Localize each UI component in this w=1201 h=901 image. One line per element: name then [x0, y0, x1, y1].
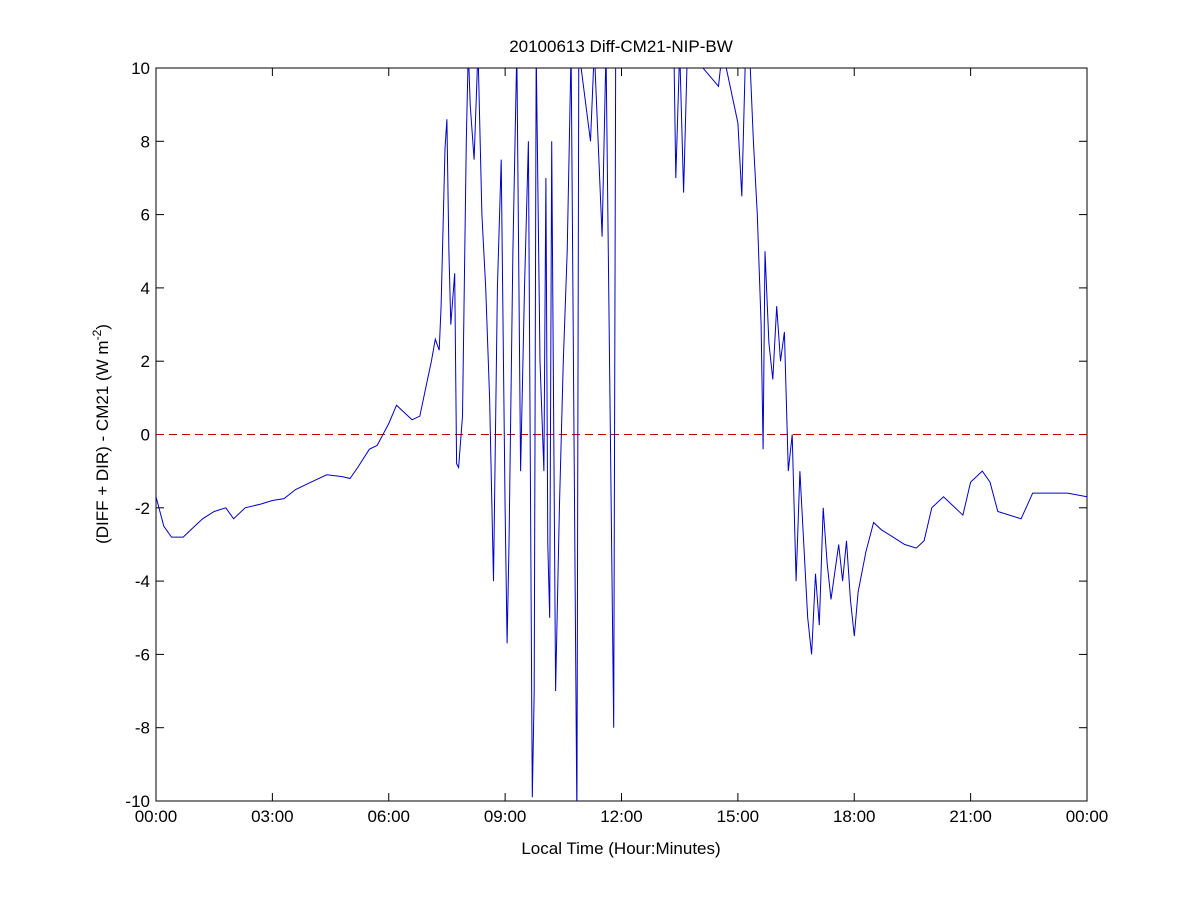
- plot-area: [155, 67, 1088, 802]
- y-axis-label-superscript: -2: [90, 329, 104, 340]
- x-tick-label: 06:00: [367, 807, 410, 826]
- data-series-line: [156, 68, 1087, 801]
- y-axis-label-main: (DIFF + DIR) - CM21 (W m: [93, 340, 112, 544]
- y-tick-label: -8: [135, 719, 150, 738]
- chart-title: 20100613 Diff-CM21-NIP-BW: [509, 37, 733, 56]
- y-tick-label: -6: [135, 645, 150, 664]
- y-tick-label: -2: [135, 499, 150, 518]
- y-tick-label: 10: [131, 59, 150, 78]
- x-axis-label: Local Time (Hour:Minutes): [521, 839, 720, 858]
- x-tick-label: 00:00: [1066, 807, 1109, 826]
- y-tick-label: 8: [141, 132, 150, 151]
- y-tick-label: -10: [125, 792, 150, 811]
- y-tick-label: 4: [141, 279, 150, 298]
- y-tick-label: -4: [135, 572, 150, 591]
- y-tick-label: 0: [141, 426, 150, 445]
- x-tick-label: 15:00: [717, 807, 760, 826]
- y-tick-label: 2: [141, 352, 150, 371]
- y-axis-label-close: ): [93, 324, 112, 330]
- x-tick-label: 03:00: [251, 807, 294, 826]
- x-tick-label: 00:00: [135, 807, 178, 826]
- x-tick-label: 21:00: [949, 807, 992, 826]
- x-tick-label: 09:00: [484, 807, 527, 826]
- y-tick-label: 6: [141, 206, 150, 225]
- x-tick-label: 12:00: [600, 807, 643, 826]
- x-tick-label: 18:00: [833, 807, 876, 826]
- y-axis-label: (DIFF + DIR) - CM21 (W m-2): [90, 324, 112, 544]
